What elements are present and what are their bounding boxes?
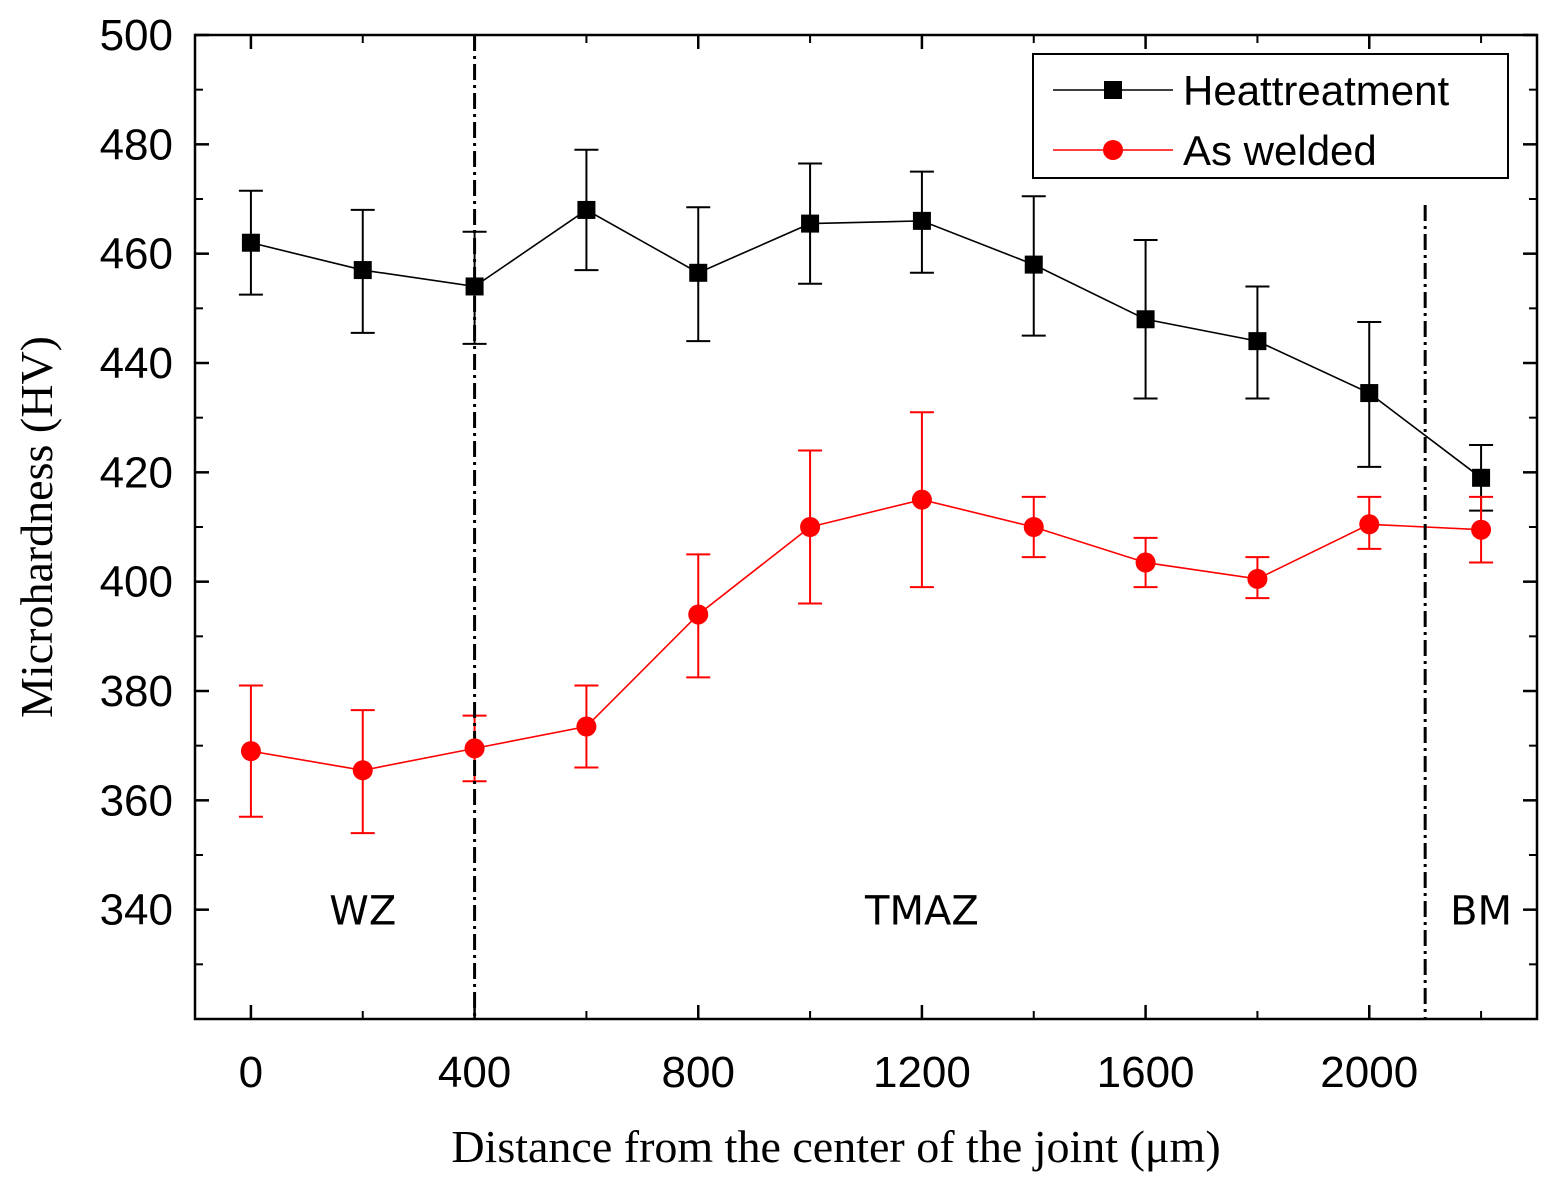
data-point-circle	[688, 604, 709, 625]
y-tick-label: 380	[100, 667, 173, 716]
data-point-square	[1472, 468, 1491, 487]
x-tick-label: 800	[662, 1048, 735, 1097]
data-point-square	[801, 214, 820, 233]
region-labels: WZ TMAZ BM	[329, 889, 1512, 935]
data-point-square	[465, 277, 484, 296]
x-tick-label: 2000	[1320, 1048, 1418, 1097]
y-tick-label: 440	[100, 339, 173, 388]
legend-label: As welded	[1183, 127, 1377, 174]
tick-labels: 340 360 380 400 420 440 460 480 500 0 400 800 1200 16…	[100, 11, 1419, 1097]
y-tick-label: 340	[100, 886, 173, 935]
data-point-square	[577, 200, 596, 219]
y-tick-label: 500	[100, 11, 173, 60]
data-point-circle	[800, 517, 821, 537]
axis-ticks	[195, 33, 1537, 1019]
x-tick-label: 0	[239, 1048, 263, 1097]
data-point-square	[353, 261, 372, 280]
region-label: TMAZ	[864, 889, 979, 935]
x-tick-label: 1600	[1097, 1048, 1195, 1097]
region-label: BM	[1450, 889, 1512, 935]
data-point-square	[1248, 332, 1267, 351]
data-point-circle	[1359, 514, 1380, 535]
data-point-square	[1360, 384, 1379, 403]
data-point-circle	[1135, 552, 1156, 573]
data-point-square	[241, 233, 260, 252]
x-axis-title: Distance from the center of the joint (μ…	[451, 1121, 1220, 1172]
data-point-square	[1024, 255, 1043, 274]
x-tick-label: 400	[438, 1048, 511, 1097]
data-point-circle	[1471, 519, 1492, 540]
plot-frame	[193, 33, 1539, 1021]
legend: Heattreatment As welded	[1032, 53, 1509, 179]
legend-marker-square	[1104, 81, 1122, 99]
series-line	[250, 498, 1482, 772]
y-tick-label: 460	[100, 230, 173, 279]
data-point-square	[1136, 310, 1155, 329]
y-axis-title: Microhardness (HV)	[11, 336, 62, 718]
y-tick-label: 360	[100, 776, 173, 825]
legend-marker-circle	[1103, 140, 1123, 160]
data-point-circle	[576, 716, 597, 737]
data-point-circle	[240, 741, 261, 762]
y-tick-label: 420	[100, 448, 173, 497]
legend-label: Heattreatment	[1183, 67, 1449, 114]
error-bars	[238, 148, 1494, 835]
y-tick-label: 480	[100, 120, 173, 169]
series-markers	[240, 200, 1492, 781]
series-line	[250, 208, 1482, 479]
data-point-circle	[464, 738, 485, 759]
region-divider-lines	[473, 35, 1427, 1019]
data-point-circle	[352, 760, 373, 781]
y-tick-label: 400	[100, 558, 173, 607]
data-point-circle	[1247, 568, 1268, 589]
data-point-circle	[911, 489, 932, 510]
data-point-square	[689, 263, 708, 282]
region-label: WZ	[329, 889, 396, 935]
series-lines	[250, 208, 1482, 772]
data-point-square	[912, 211, 931, 230]
x-tick-label: 1200	[873, 1048, 971, 1097]
data-point-circle	[1023, 517, 1044, 537]
